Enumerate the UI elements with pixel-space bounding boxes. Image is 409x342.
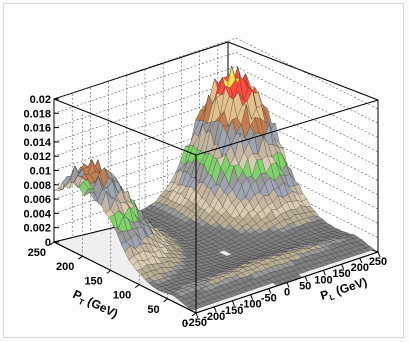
pl-tick-label: 100 [314, 274, 332, 286]
grid-line [53, 37, 379, 110]
grid-line [53, 109, 379, 181]
z-tick-label: 0.006 [23, 194, 51, 206]
z-tick-label: 0 [45, 237, 51, 249]
z-tick-label: 0.014 [23, 137, 51, 149]
pt-tick-mark [163, 298, 168, 303]
grid-lines [53, 37, 379, 299]
pl-tick-mark [359, 257, 363, 264]
pt-tick-label: 200 [56, 261, 74, 273]
z-tick-label: 0.02 [30, 94, 51, 106]
pl-tick-mark [322, 270, 326, 276]
pl-tick-label: 150 [332, 268, 350, 280]
pt-tick-mark [49, 241, 55, 246]
pl-tick-label: -150 [221, 305, 243, 317]
pt-tick-label: 250 [28, 247, 46, 259]
surface-cell [364, 246, 375, 252]
grid-line [53, 166, 379, 238]
pt-tick-mark [106, 269, 112, 274]
grid-line [53, 94, 379, 167]
pt-tick-mark [134, 284, 140, 289]
pl-tick-mark [377, 251, 381, 258]
pl-tick-mark [268, 288, 272, 294]
z-tick-label: 0.004 [23, 208, 51, 220]
z-tick-label: 0.01 [30, 166, 51, 178]
pl-tick-mark [341, 264, 345, 270]
grid-line [53, 137, 379, 210]
pl-tick-label: -100 [240, 299, 262, 311]
pt-tick-label: 0 [182, 318, 188, 330]
pt-axis-line [53, 241, 197, 314]
pt-tick-label: 50 [147, 304, 159, 316]
pt-tick-mark [191, 312, 197, 317]
pt-axis-ticks: 250 200 150 100 50 0 [28, 241, 197, 330]
pl-tick-label: 250 [369, 256, 387, 268]
pl-tick-label: 50 [299, 280, 311, 292]
grid-line [53, 51, 379, 124]
pl-tick-label: -50 [261, 293, 277, 305]
top-front-left-edge [53, 98, 197, 156]
grid-line [53, 123, 379, 196]
pl-tick-mark [213, 306, 217, 313]
z-tick-label: 0.012 [23, 151, 51, 163]
pt-tick-mark [78, 255, 83, 260]
grid-line [53, 152, 379, 224]
pl-tick-mark [304, 276, 308, 282]
z-tick-label: 0.016 [23, 123, 51, 135]
grid-line [53, 80, 379, 153]
pt-tick-label: 100 [113, 290, 131, 302]
z-tick-label: 0.002 [23, 223, 51, 235]
pl-tick-mark [231, 300, 235, 306]
pl-tick-mark [286, 282, 290, 288]
pl-tick-label: 0 [284, 287, 290, 299]
pl-tick-label: -200 [203, 311, 225, 323]
pl-tick-mark [250, 294, 254, 300]
surface-mesh [53, 65, 375, 311]
top-front-right-edge [195, 99, 379, 156]
z-tick-label: 0.018 [23, 108, 51, 120]
pl-tick-label: 200 [351, 262, 369, 274]
z-tick-label: 0.008 [23, 180, 51, 192]
z-axis-ticks: 0 0.002 0.004 0.006 0.008 0.01 0.012 0.014 0.016… [23, 94, 59, 249]
pt-tick-label: 150 [84, 275, 102, 287]
pl-tick-label: -250 [185, 317, 207, 329]
pl-tick-mark [195, 312, 199, 319]
